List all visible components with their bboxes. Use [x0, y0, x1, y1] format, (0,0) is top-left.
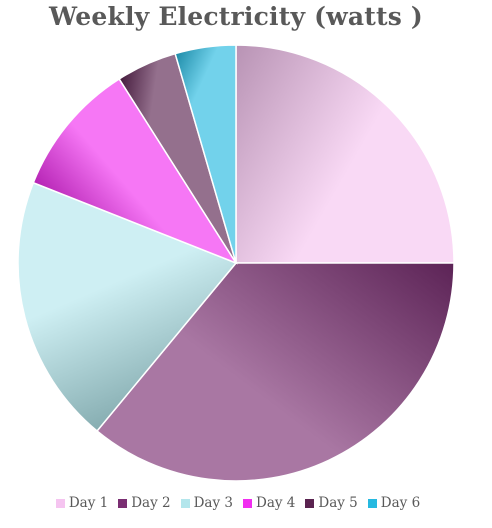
legend-label: Day 6	[380, 495, 421, 511]
pie-slice-day-2	[95, 262, 455, 482]
legend-swatch	[243, 498, 252, 508]
legend-label: Day 5	[318, 495, 358, 511]
legend-item-day-4: Day 4	[243, 495, 295, 511]
legend-label: Day 2	[131, 495, 171, 511]
legend-swatch	[367, 498, 377, 508]
legend-swatch	[55, 498, 65, 508]
pie-slices	[17, 44, 455, 482]
legend-item-day-6: Day 6	[367, 495, 421, 511]
legend-label: Day 3	[193, 495, 233, 511]
legend-swatch	[305, 498, 315, 508]
legend-swatch	[118, 498, 128, 508]
legend-item-day-5: Day 5	[305, 495, 358, 511]
pie-slice-day-6	[174, 44, 237, 264]
legend-label: Day 4	[256, 495, 296, 511]
legend-item-day-1: Day 1	[55, 495, 109, 511]
legend-item-day-2: Day 2	[118, 495, 171, 511]
legend-label: Day 1	[68, 495, 109, 511]
legend-swatch	[180, 498, 190, 508]
chart-legend: Day 1 Day 2 Day 3 Day 4 Day 5 Day 6	[0, 495, 476, 511]
pie-slice-day-4	[32, 77, 238, 265]
chart-title: Weekly Electricity (watts )	[49, 2, 423, 31]
legend-item-day-3: Day 3	[180, 495, 233, 511]
pie-slice-day-3	[17, 181, 238, 433]
pie-slice-day-1	[235, 44, 455, 264]
